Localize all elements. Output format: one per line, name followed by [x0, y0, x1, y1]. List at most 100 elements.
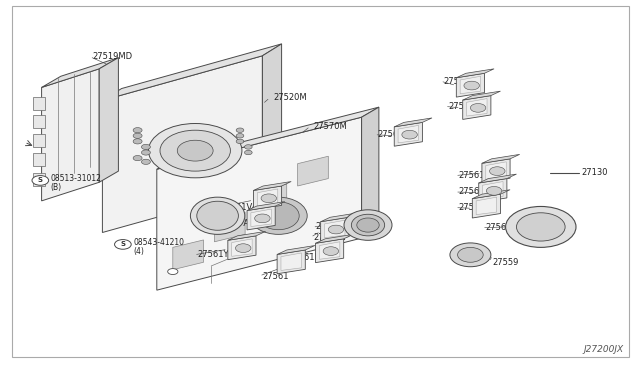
Text: (4): (4)	[133, 247, 144, 256]
Circle shape	[133, 133, 142, 138]
Ellipse shape	[490, 167, 505, 176]
Text: 27561W: 27561W	[448, 102, 483, 111]
Polygon shape	[482, 159, 510, 183]
Text: 27561+A: 27561+A	[210, 219, 249, 228]
Polygon shape	[362, 107, 379, 238]
Polygon shape	[157, 117, 362, 290]
Circle shape	[160, 130, 230, 171]
Ellipse shape	[328, 225, 344, 234]
Circle shape	[516, 213, 565, 241]
Polygon shape	[463, 96, 491, 119]
Polygon shape	[42, 58, 118, 87]
Circle shape	[506, 206, 576, 247]
Text: 27130: 27130	[581, 169, 607, 177]
Polygon shape	[398, 125, 419, 143]
Text: 27561V: 27561V	[220, 203, 252, 212]
Polygon shape	[173, 240, 204, 270]
Text: 27570M: 27570M	[314, 122, 348, 131]
Ellipse shape	[323, 247, 339, 256]
Polygon shape	[277, 246, 315, 254]
Text: 27559: 27559	[493, 258, 519, 267]
Polygon shape	[467, 99, 487, 116]
Circle shape	[115, 240, 131, 249]
Polygon shape	[486, 162, 506, 179]
Polygon shape	[253, 186, 282, 210]
Polygon shape	[251, 209, 271, 227]
Circle shape	[133, 139, 142, 144]
Circle shape	[141, 150, 150, 155]
Polygon shape	[228, 236, 256, 260]
Ellipse shape	[261, 194, 276, 203]
Polygon shape	[456, 73, 484, 97]
Text: 27561RA: 27561RA	[288, 253, 326, 262]
Circle shape	[236, 139, 244, 144]
Polygon shape	[460, 76, 481, 94]
Ellipse shape	[464, 81, 479, 90]
Polygon shape	[247, 202, 285, 211]
Polygon shape	[316, 234, 353, 243]
Text: 27520M: 27520M	[273, 93, 307, 102]
Text: 27561: 27561	[262, 272, 289, 280]
Text: 27561T: 27561T	[485, 223, 516, 232]
Polygon shape	[42, 69, 99, 201]
Circle shape	[168, 269, 178, 275]
Text: 27561M: 27561M	[458, 203, 492, 212]
Polygon shape	[482, 154, 520, 163]
Ellipse shape	[486, 186, 502, 195]
Text: 27561Y: 27561Y	[197, 250, 228, 259]
Text: 27561VA: 27561VA	[458, 187, 496, 196]
Ellipse shape	[255, 214, 270, 223]
Circle shape	[133, 128, 142, 133]
Circle shape	[450, 243, 491, 267]
Polygon shape	[316, 239, 344, 263]
Text: 27561U: 27561U	[378, 130, 410, 139]
Circle shape	[133, 155, 142, 161]
Polygon shape	[277, 250, 305, 274]
Polygon shape	[157, 107, 379, 169]
Polygon shape	[298, 156, 328, 186]
Bar	[33, 173, 45, 186]
Polygon shape	[232, 239, 252, 256]
Polygon shape	[214, 212, 245, 242]
Ellipse shape	[351, 214, 385, 236]
Circle shape	[141, 159, 150, 164]
Text: 27572: 27572	[316, 222, 342, 231]
Polygon shape	[319, 242, 340, 259]
Circle shape	[32, 176, 49, 185]
Bar	[33, 153, 45, 166]
Polygon shape	[483, 182, 503, 199]
Polygon shape	[281, 253, 301, 270]
Polygon shape	[247, 206, 275, 230]
Polygon shape	[394, 122, 422, 146]
Polygon shape	[479, 179, 507, 202]
Polygon shape	[257, 189, 278, 206]
Polygon shape	[262, 44, 282, 188]
Circle shape	[244, 145, 252, 149]
Polygon shape	[321, 213, 358, 222]
Polygon shape	[479, 174, 516, 183]
Ellipse shape	[250, 197, 307, 234]
Polygon shape	[394, 118, 432, 127]
Polygon shape	[324, 220, 345, 238]
Ellipse shape	[197, 201, 239, 230]
Text: J27200JX: J27200JX	[584, 345, 624, 354]
Circle shape	[236, 128, 244, 132]
Ellipse shape	[257, 202, 300, 230]
Bar	[33, 97, 45, 110]
Text: 27561+B: 27561+B	[444, 77, 483, 86]
Circle shape	[236, 134, 244, 138]
Circle shape	[177, 140, 213, 161]
Text: S: S	[120, 241, 125, 247]
Bar	[33, 115, 45, 128]
Polygon shape	[463, 91, 500, 100]
Polygon shape	[256, 184, 287, 214]
Polygon shape	[102, 56, 262, 232]
Text: 27561YA: 27561YA	[458, 171, 495, 180]
Polygon shape	[228, 231, 266, 240]
Bar	[33, 134, 45, 147]
Text: 27519MD: 27519MD	[93, 52, 133, 61]
Polygon shape	[456, 69, 494, 78]
Ellipse shape	[191, 197, 245, 234]
Polygon shape	[472, 190, 510, 199]
Polygon shape	[321, 217, 349, 241]
